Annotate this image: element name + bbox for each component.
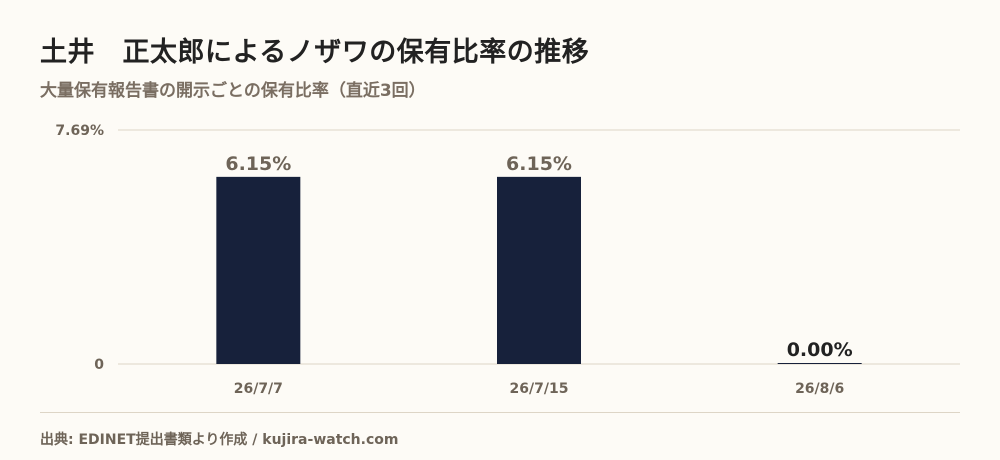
chart-title: 土井 正太郎によるノザワの保有比率の推移 [40, 37, 590, 68]
y-tick-label: 7.69% [55, 123, 104, 139]
bar-value-label: 6.15% [506, 153, 572, 175]
y-tick-label: 0 [94, 357, 104, 373]
bar-value-label: 6.15% [225, 153, 291, 175]
bar [216, 176, 301, 364]
source-note: 出典: EDINET提出書類より作成 / kujira-watch.com [40, 432, 399, 448]
x-tick-label: 26/8/6 [795, 381, 844, 397]
footer-divider [40, 412, 960, 413]
chart-subtitle: 大量保有報告書の開示ごとの保有比率（直近3回） [40, 81, 426, 101]
x-tick-label: 26/7/7 [234, 381, 283, 397]
bar [497, 176, 581, 364]
bar [777, 363, 862, 364]
x-tick-label: 26/7/15 [510, 381, 569, 397]
bar-value-label: 0.00% [787, 339, 853, 361]
bar-chart: 0 7.69% 6.15% 26/7/7 6.15% 26/7/15 0.00% 26/8/6 [55, 123, 960, 397]
